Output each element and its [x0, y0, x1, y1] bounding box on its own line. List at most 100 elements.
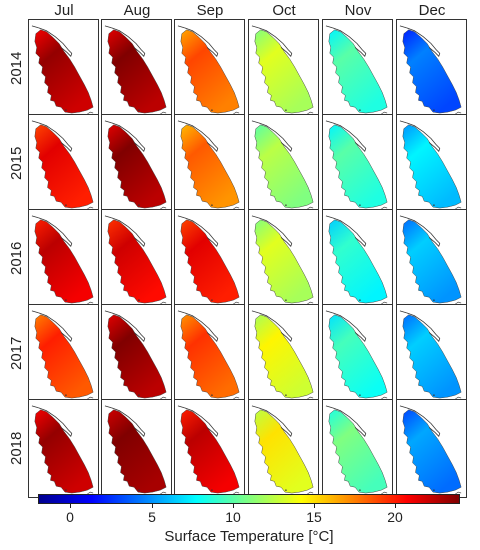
sea-surface-region — [254, 29, 314, 114]
map-panel — [248, 209, 319, 308]
colorbar-tick-label: 20 — [387, 509, 403, 525]
map-panel — [322, 304, 393, 403]
map-panel — [322, 209, 393, 308]
map-panel — [28, 399, 99, 498]
coastline — [31, 25, 39, 29]
coastline — [31, 215, 39, 219]
sea-surface-region — [402, 29, 462, 114]
coastline — [258, 122, 293, 152]
coastline — [325, 310, 333, 314]
sea-surface-region — [180, 219, 240, 304]
map-panel — [174, 114, 245, 213]
month-label: Jul — [54, 2, 74, 19]
island-marker — [160, 206, 167, 210]
colorbar-tick — [233, 504, 234, 508]
island-marker — [307, 491, 314, 495]
coastline — [332, 27, 367, 57]
island-marker — [233, 396, 240, 400]
coastline — [399, 25, 407, 29]
map-panel — [248, 399, 319, 498]
coastline — [258, 312, 293, 342]
coastline — [251, 215, 259, 219]
colorbar-tick — [314, 504, 315, 508]
year-label: 2017 — [8, 336, 25, 371]
island-marker — [65, 109, 67, 111]
year-label: 2015 — [8, 146, 25, 181]
island-marker — [285, 109, 287, 111]
island-marker — [381, 491, 388, 495]
coastline — [31, 120, 39, 124]
sea-surface-region — [328, 124, 388, 209]
island-marker — [233, 206, 240, 210]
coastline — [38, 312, 73, 342]
coastline — [399, 215, 407, 219]
island-marker — [433, 299, 435, 301]
map-panel — [396, 19, 467, 118]
coastline — [184, 27, 219, 57]
sea-surface-region — [107, 29, 167, 114]
island-marker — [138, 489, 140, 491]
colorbar-tick-label: 5 — [148, 509, 156, 525]
island-marker — [211, 299, 213, 301]
island-marker — [455, 111, 462, 115]
coastline — [38, 407, 73, 437]
coastline — [251, 120, 259, 124]
coastline — [38, 217, 73, 247]
coastline — [111, 407, 146, 437]
map-panel — [322, 399, 393, 498]
coastline — [325, 25, 333, 29]
coastline — [184, 312, 219, 342]
coastline — [184, 122, 219, 152]
island-marker — [138, 109, 140, 111]
island-marker — [87, 491, 94, 495]
island-marker — [233, 301, 240, 305]
sea-surface-region — [328, 29, 388, 114]
coastline — [111, 122, 146, 152]
island-marker — [433, 394, 435, 396]
map-panel — [101, 209, 172, 308]
coastline — [104, 25, 112, 29]
colorbar-label: Surface Temperature [°C] — [164, 528, 334, 545]
island-marker — [455, 206, 462, 210]
island-marker — [211, 109, 213, 111]
sea-surface-region — [402, 409, 462, 494]
coastline — [406, 217, 441, 247]
map-panel — [174, 209, 245, 308]
map-panel — [396, 399, 467, 498]
island-marker — [455, 396, 462, 400]
coastline — [406, 27, 441, 57]
coastline — [258, 217, 293, 247]
map-panel — [248, 114, 319, 213]
sea-surface-region — [328, 219, 388, 304]
coastline — [177, 215, 185, 219]
island-marker — [211, 489, 213, 491]
coastline — [332, 407, 367, 437]
island-marker — [160, 111, 167, 115]
coastline — [31, 310, 39, 314]
map-panel — [322, 19, 393, 118]
coastline — [177, 120, 185, 124]
map-panel — [396, 209, 467, 308]
coastline — [38, 122, 73, 152]
island-marker — [433, 109, 435, 111]
coastline — [111, 27, 146, 57]
island-marker — [233, 111, 240, 115]
sea-surface-region — [402, 124, 462, 209]
coastline — [325, 405, 333, 409]
coastline — [258, 27, 293, 57]
colorbar-tick — [395, 504, 396, 508]
island-marker — [307, 206, 314, 210]
month-label: Dec — [418, 2, 446, 19]
island-marker — [285, 394, 287, 396]
coastline — [406, 312, 441, 342]
coastline — [332, 217, 367, 247]
island-marker — [233, 491, 240, 495]
island-marker — [381, 396, 388, 400]
map-panel — [101, 19, 172, 118]
island-marker — [211, 204, 213, 206]
coastline — [104, 405, 112, 409]
island-marker — [359, 299, 361, 301]
colorbar — [38, 494, 460, 504]
coastline — [251, 25, 259, 29]
